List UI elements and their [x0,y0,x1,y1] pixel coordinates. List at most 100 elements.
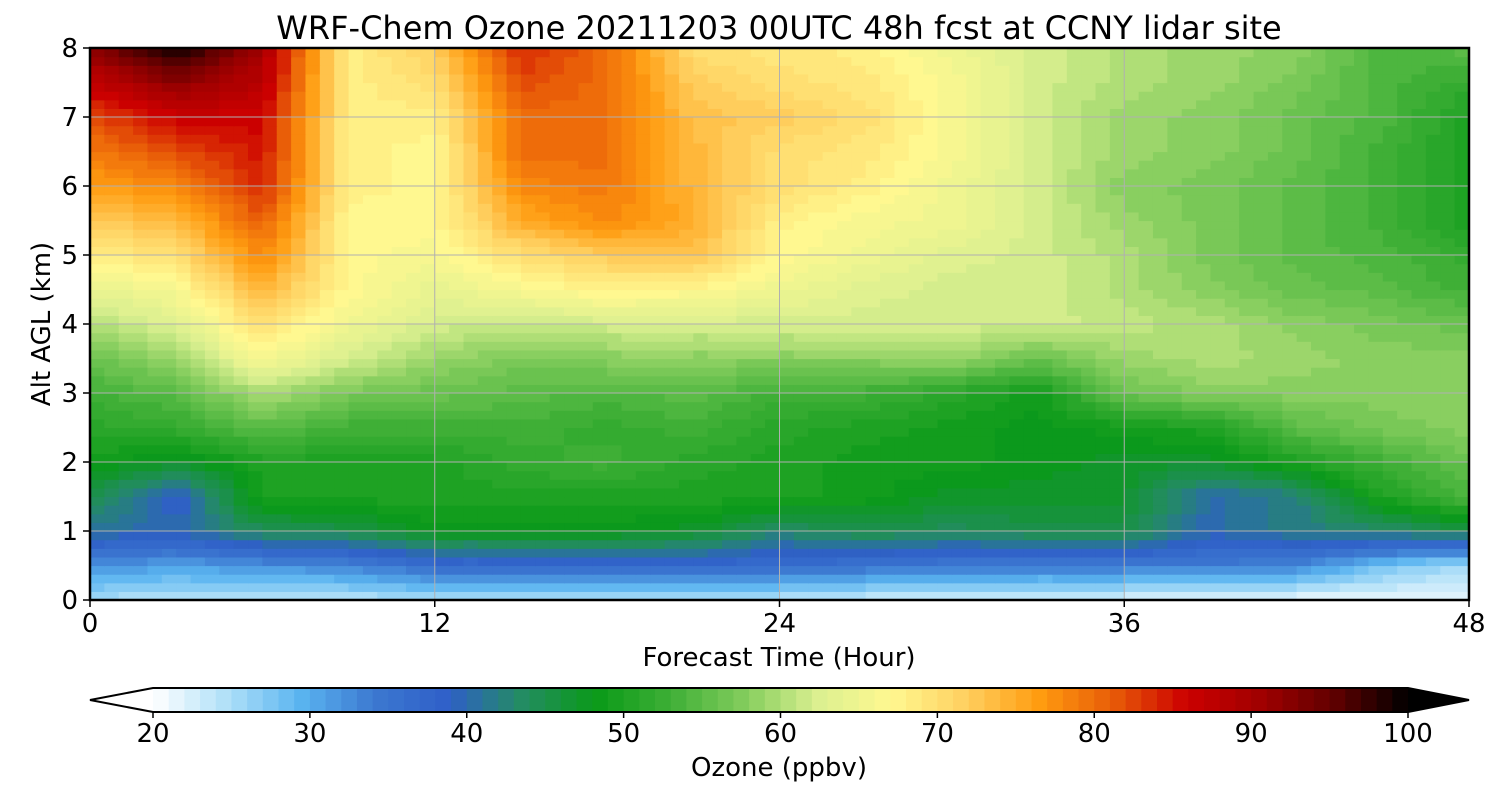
heatmap-cell [1038,531,1054,541]
heatmap-cell [1138,246,1154,256]
heatmap-cell [951,453,967,463]
heatmap-cell [1224,255,1240,265]
heatmap-cell [133,255,149,265]
heatmap-cell [406,367,421,377]
heatmap-cell [765,470,781,480]
heatmap-cell [779,220,795,230]
heatmap-cell [980,375,996,385]
heatmap-cell [1354,453,1370,463]
heatmap-cell [219,306,235,316]
heatmap-cell [722,186,737,196]
heatmap-cell [348,177,364,187]
heatmap-cell [1196,513,1212,523]
heatmap-cell [1167,453,1183,463]
heatmap-cell [1109,410,1125,420]
heatmap-cell [808,505,824,515]
heatmap-cell [937,436,953,446]
heatmap-cell [736,401,752,411]
heatmap-cell [1425,324,1441,334]
heatmap-cell [520,358,536,368]
heatmap-cell [707,194,723,204]
heatmap-cell [1354,513,1370,523]
heatmap-cell [707,298,723,308]
heatmap-cell [262,237,278,247]
heatmap-cell [161,393,177,403]
heatmap-cell [1239,358,1255,368]
heatmap-cell [506,220,522,230]
heatmap-cell [650,151,666,161]
heatmap-cell [190,401,206,411]
heatmap-cell [348,513,364,523]
heatmap-cell [980,548,996,558]
heatmap-cell [980,220,996,230]
heatmap-cell [607,410,623,420]
heatmap-cell [449,582,465,592]
heatmap-cell [836,324,852,334]
heatmap-cell [204,237,220,247]
heatmap-cell [420,470,436,480]
heatmap-cell [865,479,881,489]
heatmap-cell [1267,332,1283,342]
heatmap-cell [1425,410,1441,420]
heatmap-cell [1354,280,1370,291]
heatmap-cell [535,582,551,592]
heatmap-cell [348,384,364,394]
heatmap-cell [477,436,493,446]
heatmap-cell [219,324,235,334]
heatmap-cell [1095,393,1111,403]
heatmap-cell [808,186,824,196]
heatmap-cell [190,341,206,351]
heatmap-cell [506,272,522,282]
heatmap-cell [190,436,206,446]
heatmap-cell [118,574,134,584]
heatmap-cell [334,151,350,161]
heatmap-cell [147,522,163,532]
heatmap-cell [90,565,105,575]
heatmap-cell [966,410,982,420]
heatmap-cell [391,401,407,411]
heatmap-cell [836,272,852,282]
heatmap-cell [204,505,220,515]
heatmap-cell [980,505,996,515]
heatmap-cell [1239,384,1255,394]
heatmap-cell [276,591,292,600]
heatmap-cell [693,418,709,429]
heatmap-cell [980,513,996,523]
heatmap-cell [1368,574,1384,584]
heatmap-cell [377,194,393,204]
heatmap-cell [851,487,867,498]
heatmap-cell [291,358,307,368]
heatmap-cell [880,591,896,600]
heatmap-cell [1095,211,1111,222]
heatmap-cell [492,513,508,523]
heatmap-cell [865,332,881,342]
heatmap-cell [765,194,781,204]
heatmap-cell [492,349,508,360]
heatmap-cell [1397,574,1413,584]
heatmap-cell [477,427,493,437]
heatmap-cell [449,280,465,291]
heatmap-cell [951,367,967,377]
heatmap-cell [621,548,637,558]
heatmap-cell [204,487,220,498]
heatmap-cell [564,186,579,196]
heatmap-cell [1196,237,1212,247]
heatmap-cell [1253,479,1269,489]
heatmap-cell [894,177,910,187]
heatmap-cell [851,436,867,446]
heatmap-cell [248,531,263,541]
heatmap-cell [1138,332,1154,342]
heatmap-cell [635,255,651,265]
heatmap-cell [406,151,421,161]
heatmap-cell [1009,436,1025,446]
heatmap-cell [1354,487,1370,498]
heatmap-cell [161,591,177,600]
heatmap-cell [592,177,608,187]
heatmap-cell [966,324,982,334]
heatmap-cell [1124,418,1140,429]
heatmap-cell [176,194,192,204]
heatmap-cell [693,298,709,308]
heatmap-cell [1038,574,1054,584]
heatmap-cell [406,177,421,187]
